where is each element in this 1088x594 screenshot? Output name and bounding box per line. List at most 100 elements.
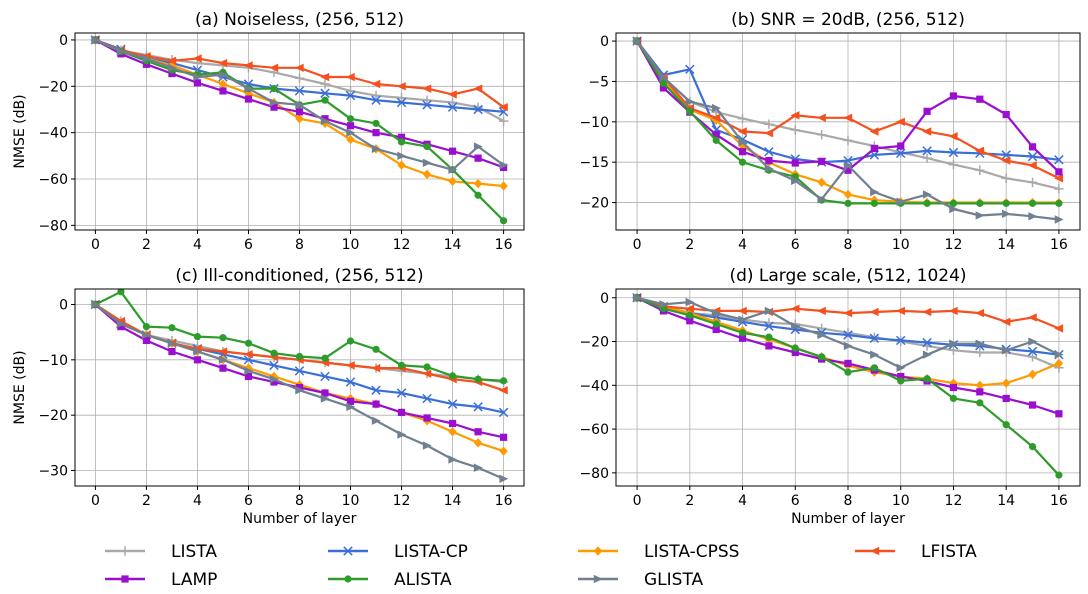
y-axis-label: NMSE (dB) — [12, 350, 28, 424]
data-point — [218, 347, 228, 356]
x-tick-label: 2 — [685, 493, 694, 509]
data-point — [422, 158, 432, 167]
y-tick-label: −60 — [579, 422, 609, 438]
data-point — [897, 372, 905, 381]
data-point — [448, 176, 457, 187]
data-point — [1001, 173, 1011, 184]
data-point — [346, 122, 355, 130]
x-tick-label: 4 — [738, 237, 747, 253]
data-point — [346, 115, 355, 123]
legend-marker — [121, 575, 129, 583]
data-point — [397, 138, 406, 146]
data-point — [686, 317, 694, 325]
data-point — [372, 400, 380, 408]
legend-item-glista: GLISTA — [578, 570, 704, 590]
data-point — [474, 191, 482, 199]
data-point — [396, 93, 407, 103]
data-point — [1054, 155, 1064, 165]
x-tick-label: 10 — [892, 493, 910, 509]
data-point — [843, 341, 853, 351]
data-point — [320, 116, 330, 126]
data-point — [1055, 199, 1063, 207]
data-point — [738, 329, 747, 337]
x-tick-label: 10 — [342, 493, 360, 509]
data-point — [1028, 212, 1038, 221]
data-point — [396, 97, 407, 108]
data-point — [1055, 168, 1063, 176]
data-point — [345, 72, 355, 82]
data-point — [764, 164, 774, 173]
data-point — [244, 372, 253, 381]
data-point — [371, 416, 381, 425]
data-point — [321, 389, 329, 397]
data-point — [295, 383, 304, 392]
data-point — [948, 345, 959, 355]
series-glista — [632, 36, 1064, 224]
data-point — [870, 350, 880, 359]
data-point — [346, 337, 355, 345]
chart-title: (c) Ill-conditioned, (256, 512) — [175, 266, 423, 286]
data-point — [923, 199, 931, 207]
data-point — [870, 187, 880, 197]
x-tick-label: 4 — [193, 493, 202, 509]
data-point — [474, 154, 482, 162]
data-point — [474, 428, 482, 436]
y-tick-label: −10 — [38, 353, 68, 369]
data-point — [737, 306, 747, 316]
data-point — [738, 141, 747, 151]
data-point — [422, 393, 432, 404]
x-tick-label: 6 — [244, 493, 253, 509]
y-tick-label: −20 — [38, 408, 68, 424]
data-point — [975, 339, 985, 348]
data-point — [1054, 358, 1064, 369]
data-point — [498, 102, 508, 112]
data-point — [269, 63, 279, 72]
data-point — [397, 361, 406, 369]
data-point — [896, 117, 905, 127]
legend-marker — [120, 546, 130, 556]
data-point — [923, 107, 931, 115]
data-point — [193, 79, 202, 87]
series-lamp — [91, 300, 508, 441]
data-point — [320, 72, 330, 82]
data-point — [685, 297, 695, 307]
x-tick-label: 6 — [791, 237, 800, 253]
y-tick-label: −40 — [579, 378, 609, 394]
data-point — [870, 199, 878, 207]
data-point — [816, 306, 826, 316]
data-point — [844, 166, 852, 174]
x-axis-label: Number of layer — [791, 511, 905, 527]
data-point — [737, 113, 748, 124]
data-point — [685, 97, 695, 106]
data-point — [321, 354, 329, 362]
data-point — [711, 308, 721, 318]
chart-panel-3: 0 2 4 6 8 10 12 14 16 0 −10 −20 −30 (c) Ill-condition… — [12, 266, 525, 527]
x-tick-label: 14 — [997, 237, 1015, 253]
data-point — [498, 116, 509, 126]
data-point — [764, 146, 774, 157]
data-point — [738, 137, 748, 147]
data-point — [949, 199, 958, 207]
data-point — [737, 127, 747, 136]
data-point — [371, 363, 381, 373]
x-tick-label: 16 — [495, 493, 513, 509]
data-point — [371, 79, 381, 89]
data-point — [192, 54, 202, 63]
y-tick-label: −20 — [579, 335, 609, 351]
data-point — [91, 300, 101, 309]
data-point — [791, 348, 799, 357]
data-point — [765, 156, 773, 165]
data-point — [219, 334, 227, 342]
data-point — [818, 157, 826, 165]
data-point — [869, 333, 880, 343]
data-point — [397, 160, 406, 170]
data-point — [975, 347, 985, 358]
data-point — [738, 315, 748, 324]
chart-title: (d) Large scale, (512, 1024) — [729, 266, 966, 286]
x-tick-label: 16 — [1050, 237, 1068, 253]
data-point — [895, 148, 906, 159]
data-point — [294, 63, 304, 72]
series-alista — [633, 294, 1063, 479]
data-point — [1028, 337, 1038, 346]
data-point — [320, 394, 330, 403]
